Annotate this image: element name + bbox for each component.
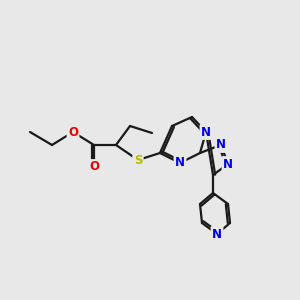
Text: N: N xyxy=(223,158,233,170)
Text: O: O xyxy=(89,160,99,173)
Text: O: O xyxy=(68,125,78,139)
Text: N: N xyxy=(201,125,211,139)
Text: N: N xyxy=(216,139,226,152)
Text: N: N xyxy=(212,227,222,241)
Text: N: N xyxy=(175,157,185,169)
Text: S: S xyxy=(134,154,142,166)
